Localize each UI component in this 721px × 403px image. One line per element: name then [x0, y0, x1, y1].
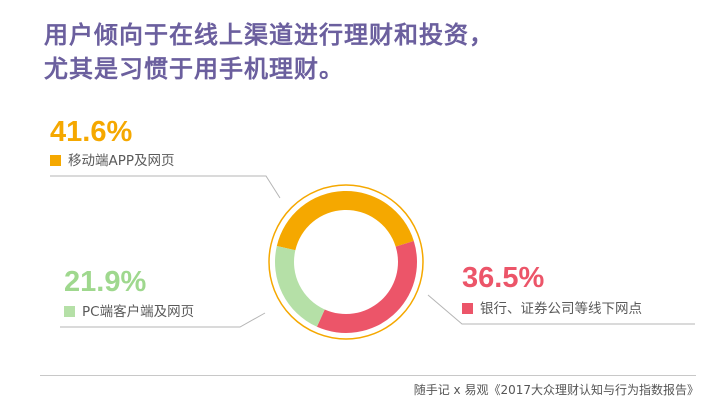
slice-value-offline: 36.5% — [462, 262, 545, 294]
slice-pc — [275, 246, 325, 327]
footer-rule — [40, 375, 696, 376]
leader-line-offline — [427, 294, 695, 325]
legend-swatch-mobile — [50, 155, 61, 166]
leader-line-pc — [60, 312, 266, 328]
slice-label-pc: PC端客户端及网页 — [64, 303, 194, 321]
leader-line-mobile — [50, 175, 281, 199]
source-citation: 随手记 x 易观《2017大众理财认知与行为指数报告》 — [413, 383, 699, 397]
headline-line-2: 尤其是习惯于用手机理财。 — [44, 55, 344, 83]
headline-line-1: 用户倾向于在线上渠道进行理财和投资， — [44, 21, 494, 49]
donut-outer-ring — [268, 184, 424, 340]
slice-value-pc: 21.9% — [64, 266, 147, 298]
slice-label-mobile: 移动端APP及网页 — [50, 152, 175, 170]
legend-swatch-offline — [462, 303, 473, 314]
slice-value-mobile: 41.6% — [50, 116, 133, 148]
legend-swatch-pc — [64, 306, 75, 317]
slice-label-offline: 银行、证券公司等线下网点 — [462, 300, 642, 318]
headline: 用户倾向于在线上渠道进行理财和投资， 尤其是习惯于用手机理财。 — [44, 18, 684, 86]
slice-offline — [316, 240, 417, 333]
slice-mobile — [276, 191, 414, 251]
